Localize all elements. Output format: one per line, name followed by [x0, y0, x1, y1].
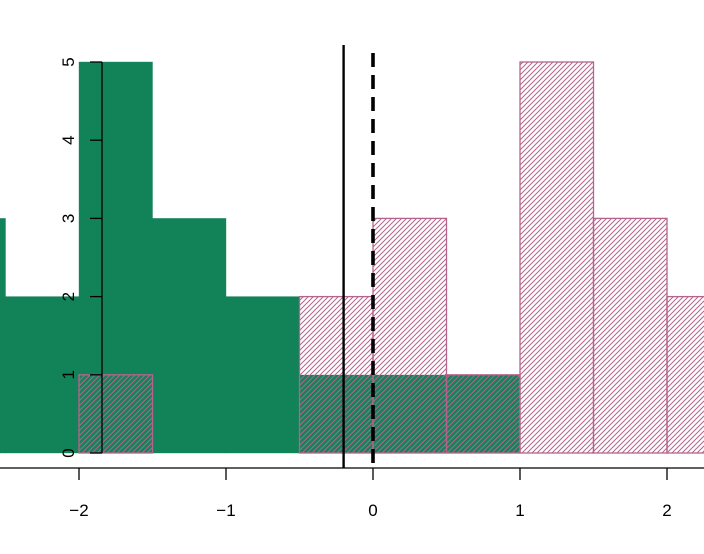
solid-bar-1	[0, 218, 6, 454]
y-tick-label: 4	[59, 135, 78, 144]
solid-bar-4	[152, 218, 227, 454]
hatched-bar-8	[666, 295, 704, 454]
y-tick-label: 5	[59, 57, 78, 66]
y-tick-label: 2	[59, 292, 78, 301]
solid-bar-5	[225, 296, 300, 454]
reference-lines	[342, 45, 375, 468]
x-tick-label: 2	[662, 501, 671, 520]
y-tick-label: 3	[59, 214, 78, 223]
hatched-bar-6	[519, 61, 595, 454]
hatched-series	[78, 61, 704, 454]
solid-bar-2	[5, 296, 80, 454]
hatched-bar-5	[445, 374, 521, 454]
x-axis: −3−2−101234	[0, 467, 704, 520]
hatched-bar-0	[78, 374, 154, 454]
y-tick-label: 0	[59, 448, 78, 457]
y-axis: 0 1 2 3 4 5	[59, 57, 103, 458]
hatched-bar-3	[298, 295, 374, 454]
x-tick-label: −2	[69, 501, 88, 520]
hatched-bar-4	[372, 217, 448, 454]
y-tick-label: 1	[59, 370, 78, 379]
x-tick-label: 1	[515, 501, 524, 520]
x-tick-label: 0	[368, 501, 377, 520]
x-tick-label: −1	[216, 501, 235, 520]
hatched-bar-7	[592, 217, 668, 454]
